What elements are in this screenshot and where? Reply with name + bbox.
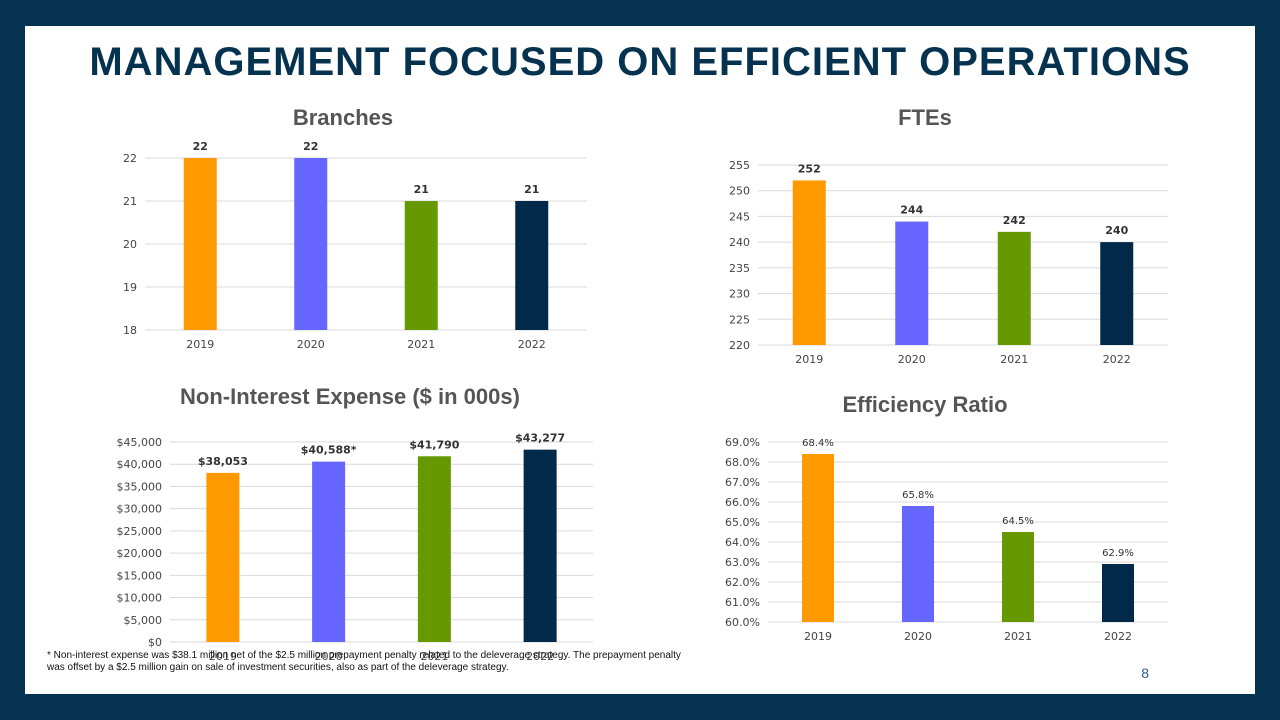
y-tick-label: $5,000 [124, 614, 163, 627]
x-tick-label: 2019 [804, 630, 832, 643]
y-tick-label: 20 [123, 238, 137, 251]
slide: MANAGEMENT FOCUSED ON EFFICIENT OPERATIO… [25, 26, 1255, 694]
y-tick-label: 61.0% [725, 596, 760, 609]
y-tick-label: 255 [729, 159, 750, 172]
bar-2021 [417, 456, 451, 642]
x-tick-label: 2022 [526, 650, 554, 663]
x-tick-label: 2021 [420, 650, 448, 663]
y-tick-label: $35,000 [117, 480, 163, 493]
x-tick-label: 2021 [1000, 353, 1028, 366]
branches-chart-title: Branches [292, 105, 394, 130]
x-tick-label: 2019 [209, 650, 237, 663]
data-label: $38,053 [198, 455, 248, 468]
bar-2020 [902, 506, 934, 622]
data-label: 242 [1003, 214, 1026, 227]
x-tick-label: 2019 [795, 353, 823, 366]
y-tick-label: 62.0% [725, 576, 760, 589]
y-tick-label: $25,000 [117, 525, 163, 538]
data-label: 244 [900, 204, 923, 217]
bar-2022 [1102, 564, 1134, 622]
y-tick-label: 220 [729, 339, 750, 352]
y-tick-label: 235 [729, 262, 750, 275]
y-tick-label: 240 [729, 236, 750, 249]
bar-2019 [802, 454, 834, 622]
bar-2019 [792, 180, 826, 345]
ftes-chart: 220 225 230 235 240 245 250 255 252 2019 244 2020 24… [729, 159, 1168, 366]
data-label: 64.5% [1002, 516, 1034, 527]
y-tick-label: 66.0% [725, 496, 760, 509]
y-tick-label: 65.0% [725, 516, 760, 529]
non-interest-expense-chart: $0 $5,000 $10,000 $15,000 $20,000 $25,000 $30,… [117, 432, 593, 663]
y-tick-label: 21 [123, 195, 137, 208]
data-label: 68.4% [802, 438, 834, 449]
data-label: 65.8% [902, 490, 934, 501]
efficiency-ratio-chart: 60.0% 61.0% 62.0% 63.0% 64.0% 65.0% 66.0% 67.0%… [725, 436, 1168, 643]
non-interest-expense-chart-title: Non-Interest Expense ($ in 000s) [180, 384, 520, 409]
bar-2022 [1100, 242, 1134, 345]
y-tick-label: 225 [729, 313, 750, 326]
data-label: 21 [524, 183, 539, 196]
y-tick-label: 63.0% [725, 556, 760, 569]
y-tick-label: 60.0% [725, 616, 760, 629]
y-tick-label: 19 [123, 281, 137, 294]
y-tick-label: 67.0% [725, 476, 760, 489]
bar-2021 [404, 201, 438, 330]
y-tick-label: $20,000 [117, 547, 163, 560]
bar-2021 [1002, 532, 1034, 622]
y-tick-label: 250 [729, 185, 750, 198]
data-label: 62.9% [1102, 548, 1134, 559]
x-tick-label: 2019 [186, 338, 214, 351]
efficiency-ratio-chart-title: Efficiency Ratio [842, 392, 1008, 417]
x-tick-label: 2020 [315, 650, 343, 663]
slide-title: MANAGEMENT FOCUSED ON EFFICIENT OPERATIO… [89, 40, 1191, 84]
bar-2022 [523, 449, 557, 642]
y-tick-label: $0 [148, 636, 162, 649]
page-number: 8 [1141, 665, 1149, 681]
y-tick-label: $45,000 [117, 436, 163, 449]
y-tick-label: $40,000 [117, 458, 163, 471]
y-tick-label: 64.0% [725, 536, 760, 549]
data-label: $41,790 [409, 438, 459, 451]
x-tick-label: 2020 [297, 338, 325, 351]
footnote: * Non-interest expense was $38.1 million… [47, 650, 681, 673]
y-tick-label: $10,000 [117, 592, 163, 605]
bar-2019 [183, 158, 217, 330]
bar-2021 [997, 231, 1031, 345]
x-tick-label: 2022 [1103, 353, 1131, 366]
x-tick-label: 2021 [1004, 630, 1032, 643]
x-tick-label: 2022 [1104, 630, 1132, 643]
x-tick-label: 2021 [407, 338, 435, 351]
y-tick-label: 22 [123, 152, 137, 165]
y-tick-label: 68.0% [725, 456, 760, 469]
bar-2020 [895, 221, 929, 345]
bar-2022 [515, 201, 549, 330]
y-tick-label: 69.0% [725, 436, 760, 449]
y-tick-label: 18 [123, 324, 137, 337]
y-tick-label: 230 [729, 288, 750, 301]
data-label: 22 [303, 140, 318, 153]
y-tick-label: $15,000 [117, 569, 163, 582]
y-tick-label: $30,000 [117, 503, 163, 516]
y-tick-label: 245 [729, 210, 750, 223]
bar-2019 [206, 472, 240, 642]
ftes-chart-title: FTEs [898, 105, 952, 130]
x-tick-label: 2020 [904, 630, 932, 643]
data-label: 22 [193, 140, 208, 153]
data-label: 252 [798, 162, 821, 175]
bar-2020 [294, 158, 328, 330]
x-tick-label: 2022 [518, 338, 546, 351]
data-label: $40,588* [301, 444, 357, 457]
data-label: 240 [1105, 224, 1128, 237]
bar-2020 [312, 461, 346, 642]
x-tick-label: 2020 [898, 353, 926, 366]
data-label: 21 [414, 183, 429, 196]
data-label: $43,277 [515, 432, 565, 445]
